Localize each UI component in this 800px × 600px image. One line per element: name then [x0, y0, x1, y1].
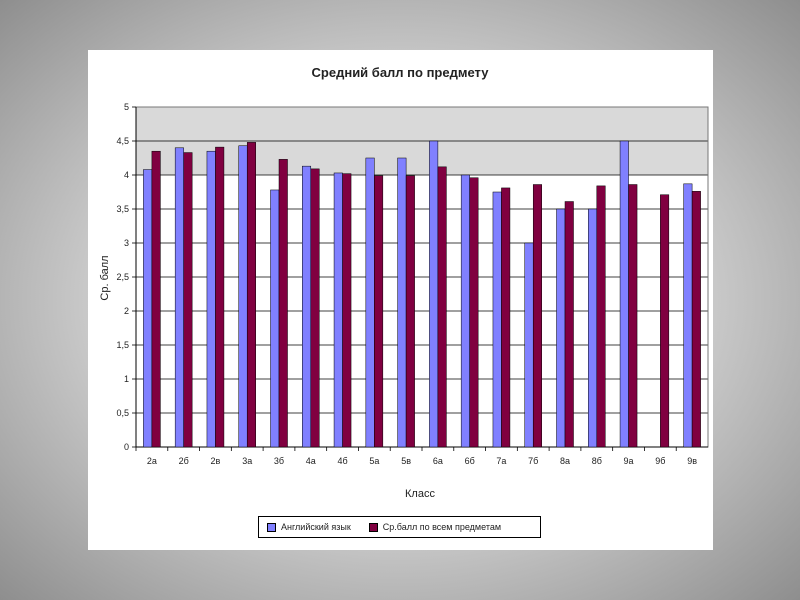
bar-english: [429, 140, 439, 448]
x-tick-label: 4б: [337, 456, 347, 466]
x-tick-label: 2а: [147, 456, 157, 466]
y-tick-label: 4: [124, 170, 129, 180]
y-tick-label: 2,5: [116, 272, 129, 282]
x-tick-label: 3б: [274, 456, 284, 466]
x-tick-label: 7а: [496, 456, 506, 466]
legend-swatch-english: [267, 522, 276, 532]
bar-average: [405, 175, 415, 448]
bar-english: [143, 169, 153, 448]
y-tick-label: 3: [124, 238, 129, 248]
legend-label-english: Английский язык: [281, 522, 351, 532]
y-tick-label: 1,5: [116, 340, 129, 350]
y-axis-title: Ср. балл: [99, 255, 111, 300]
bar-average: [215, 146, 225, 448]
bar-average: [501, 187, 511, 448]
bar-average: [437, 166, 447, 448]
bar-english: [333, 172, 343, 448]
x-tick-label: 6а: [433, 456, 443, 466]
plot-area: [135, 106, 709, 448]
y-tick-label: 0,5: [116, 408, 129, 418]
x-tick-label: 7б: [528, 456, 538, 466]
bar-average: [310, 168, 320, 448]
bar-average: [691, 191, 701, 448]
y-tick-label: 2: [124, 306, 129, 316]
bar-average: [246, 142, 256, 448]
bar-average: [183, 152, 193, 448]
x-tick-label: 6б: [465, 456, 475, 466]
slide-card: Средний балл по предмету 0 0,5 1 1,5 2 2,5 3 3,…: [88, 50, 713, 550]
x-tick-label: 4а: [306, 456, 316, 466]
bar-english: [302, 165, 312, 448]
bar-english: [619, 140, 629, 448]
x-tick-label: 2б: [179, 456, 189, 466]
bar-average: [374, 175, 384, 448]
legend-item-average: Ср.балл по всем предметам: [368, 522, 502, 532]
bar-average: [469, 177, 479, 448]
y-tick-label: 1: [124, 374, 129, 384]
bar-english: [270, 189, 280, 448]
bar-average: [278, 159, 288, 448]
bar-english: [238, 145, 248, 448]
bar-average: [342, 173, 352, 448]
y-tick-label: 4,5: [116, 136, 129, 146]
x-tick-label: 9б: [655, 456, 665, 466]
bar-english: [206, 150, 216, 448]
x-axis-ticks: 2а 2б 2в 3а 3б 4а 4б 5а 5в 6а 6б 7а 7б 8а 8б 9а 9б 9в: [135, 447, 697, 466]
y-tick-label: 0: [124, 442, 129, 452]
x-axis-title: Класс: [405, 488, 435, 500]
x-tick-label: 5а: [369, 456, 379, 466]
bar-average: [628, 184, 638, 448]
bar-english: [460, 174, 470, 448]
bar-average: [564, 201, 574, 448]
legend-item-english: Английский язык: [267, 522, 351, 532]
legend-label-average: Ср.балл по всем предметам: [382, 522, 502, 532]
x-tick-label: 8б: [592, 456, 602, 466]
bar-english: [588, 208, 598, 448]
bar-average: [151, 150, 161, 448]
bar-english: [174, 147, 184, 448]
legend-swatch-average: [368, 522, 378, 532]
bar-average: [596, 185, 606, 448]
y-tick-label: 5: [124, 102, 129, 112]
bar-english: [683, 183, 693, 448]
x-tick-label: 8а: [560, 456, 570, 466]
x-tick-label: 5в: [401, 456, 411, 466]
x-tick-label: 9а: [624, 456, 634, 466]
bar-average: [660, 194, 670, 448]
x-tick-label: 3а: [242, 456, 252, 466]
y-axis-ticks: 0 0,5 1 1,5 2 2,5 3 3,5 4 4,5 5: [116, 102, 136, 452]
bar-average: [532, 184, 542, 448]
x-tick-label: 9в: [687, 456, 697, 466]
bar-english: [492, 191, 502, 448]
bar-english: [524, 242, 534, 448]
bar-english: [397, 157, 407, 448]
x-tick-label: 2в: [211, 456, 221, 466]
bar-english: [365, 157, 375, 448]
chart-title: Средний балл по предмету: [312, 65, 490, 80]
bars: [143, 140, 701, 448]
legend: Английский язык Ср.балл по всем предмета…: [258, 516, 541, 538]
bar-english: [556, 208, 566, 448]
y-tick-label: 3,5: [116, 204, 129, 214]
bar-chart: Средний балл по предмету 0 0,5 1 1,5 2 2,5 3 3,…: [99, 65, 709, 500]
